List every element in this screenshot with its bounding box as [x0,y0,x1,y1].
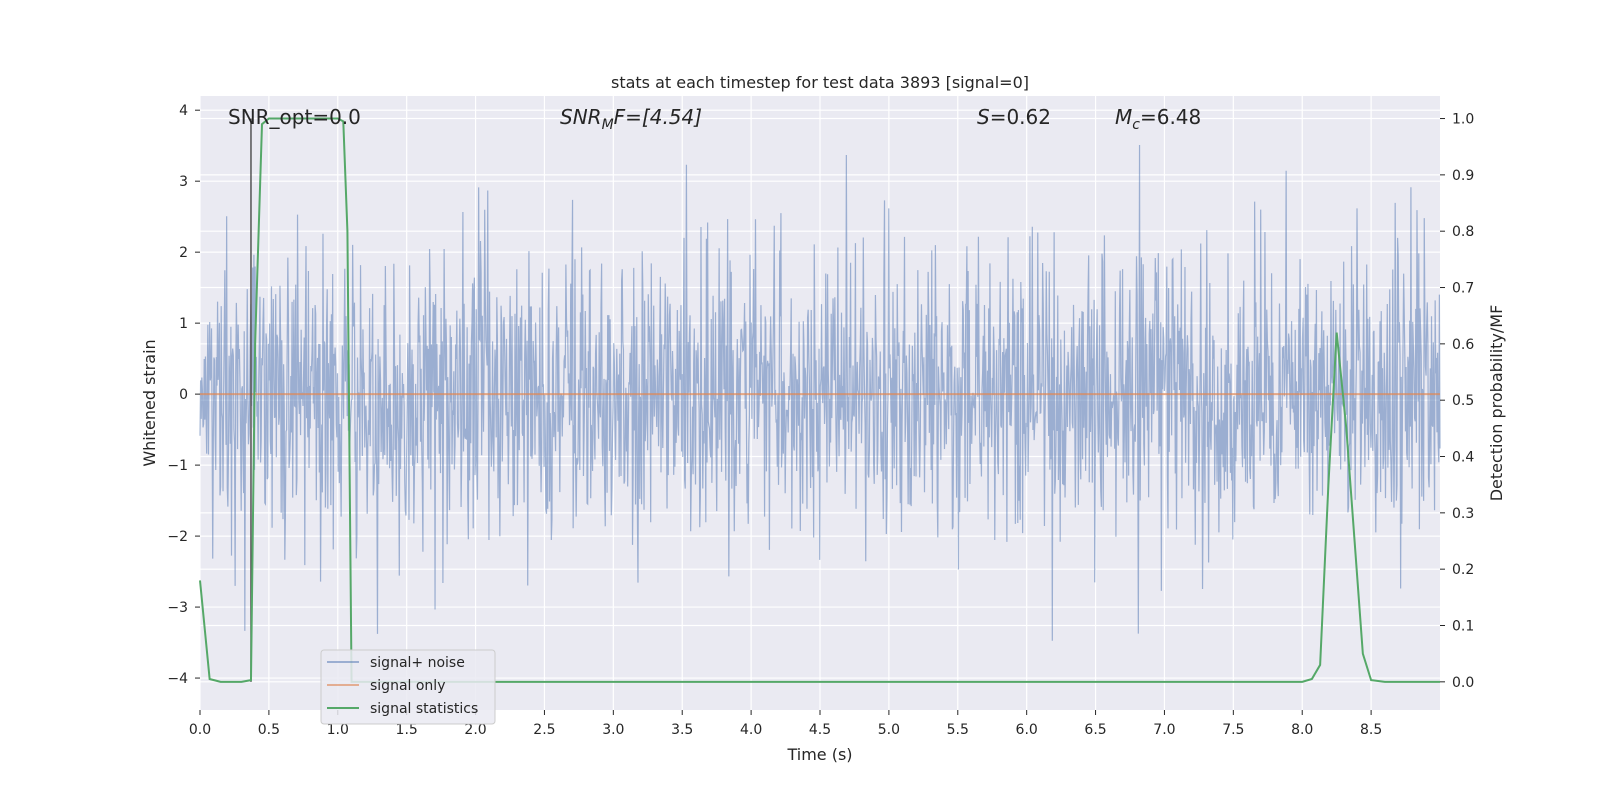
y-tick-labels-right: 0.0 0.1 0.2 0.3 0.4 0.5 0.6 0.7 0.8 0.9 1.0 [1440,112,1474,691]
s-rest: =0.62 [990,105,1051,129]
chart-title: stats at each timestep for test data 389… [611,73,1029,92]
x-tick-11: 5.5 [947,722,969,738]
x-tick-4: 2.0 [464,722,486,738]
s-main: S [977,105,990,129]
snr-mf-main: SNR [560,105,602,129]
yl-tick-3: −1 [167,458,188,474]
x-tick-10: 5.0 [878,722,900,738]
x-tick-8: 4.0 [740,722,762,738]
yr-tick-7: 0.7 [1452,281,1474,297]
x-tick-9: 4.5 [809,722,831,738]
x-tick-2: 1.0 [327,722,349,738]
yr-tick-10: 1.0 [1452,112,1474,128]
snr-mf-rest: F=[4.54] [614,105,702,129]
yr-tick-0: 0.0 [1452,675,1474,691]
annotation-s: S=0.62 [977,105,1051,129]
signal-statistics-line [199,117,1440,683]
yr-tick-6: 0.6 [1452,337,1474,353]
yr-tick-9: 0.9 [1452,168,1474,184]
mc-main: M [1115,105,1132,129]
x-tick-13: 6.5 [1084,722,1106,738]
y-tick-labels-left: −4 −3 −2 −1 0 1 2 3 4 [167,103,200,687]
annotation-snr-opt: SNR_opt=0.0 [228,105,361,129]
yr-tick-2: 0.2 [1452,562,1474,578]
yr-tick-8: 0.8 [1452,224,1474,240]
yr-tick-1: 0.1 [1452,619,1474,635]
legend-label-signal: signal only [370,678,445,694]
yr-tick-5: 0.5 [1452,393,1474,409]
x-tick-15: 7.5 [1222,722,1244,738]
series-lines [199,117,1441,683]
mc-rest: =6.48 [1140,105,1201,129]
yr-tick-4: 0.4 [1452,450,1474,466]
x-tick-12: 6.0 [1016,722,1038,738]
legend-box [320,649,496,725]
snr-mf-sub: M [602,117,614,133]
x-tick-16: 8.0 [1291,722,1313,738]
yl-tick-7: 3 [179,174,188,190]
y-axis-label-left: Whitened strain [140,339,159,466]
legend-label-statistics: signal statistics [370,701,478,717]
mc-sub: c [1132,117,1140,133]
annotation-snr-mf: SNRMF=[4.54] [560,105,702,133]
legend-label-noise: signal+ noise [370,655,465,671]
yl-tick-1: −3 [167,600,188,616]
x-tick-14: 7.0 [1153,722,1175,738]
y-axis-label-right: Detection probability/MF [1487,305,1506,502]
x-tick-3: 1.5 [396,722,418,738]
yl-tick-6: 2 [179,245,188,261]
x-tick-17: 8.5 [1360,722,1382,738]
x-tick-0: 0.0 [189,722,211,738]
signal-noise-line [199,144,1441,641]
legend: signal+ noise signal only signal statist… [320,649,496,725]
x-tick-6: 3.0 [602,722,624,738]
yl-tick-8: 4 [179,103,188,119]
x-tick-5: 2.5 [533,722,555,738]
yr-tick-3: 0.3 [1452,506,1474,522]
annotation-mc: Mc=6.48 [1115,105,1201,133]
x-tick-7: 3.5 [671,722,693,738]
x-tick-1: 0.5 [258,722,280,738]
x-axis-label: Time (s) [786,745,852,764]
yl-tick-4: 0 [179,387,188,403]
series-signal-noise [199,144,1441,641]
yl-tick-5: 1 [179,316,188,332]
yl-tick-2: −2 [167,529,188,545]
x-tick-labels: 0.0 0.5 1.0 1.5 2.0 2.5 3.0 3.5 4.0 4.5 5.0 5.5 6.0 6… [189,710,1382,738]
yl-tick-0: −4 [167,671,188,687]
